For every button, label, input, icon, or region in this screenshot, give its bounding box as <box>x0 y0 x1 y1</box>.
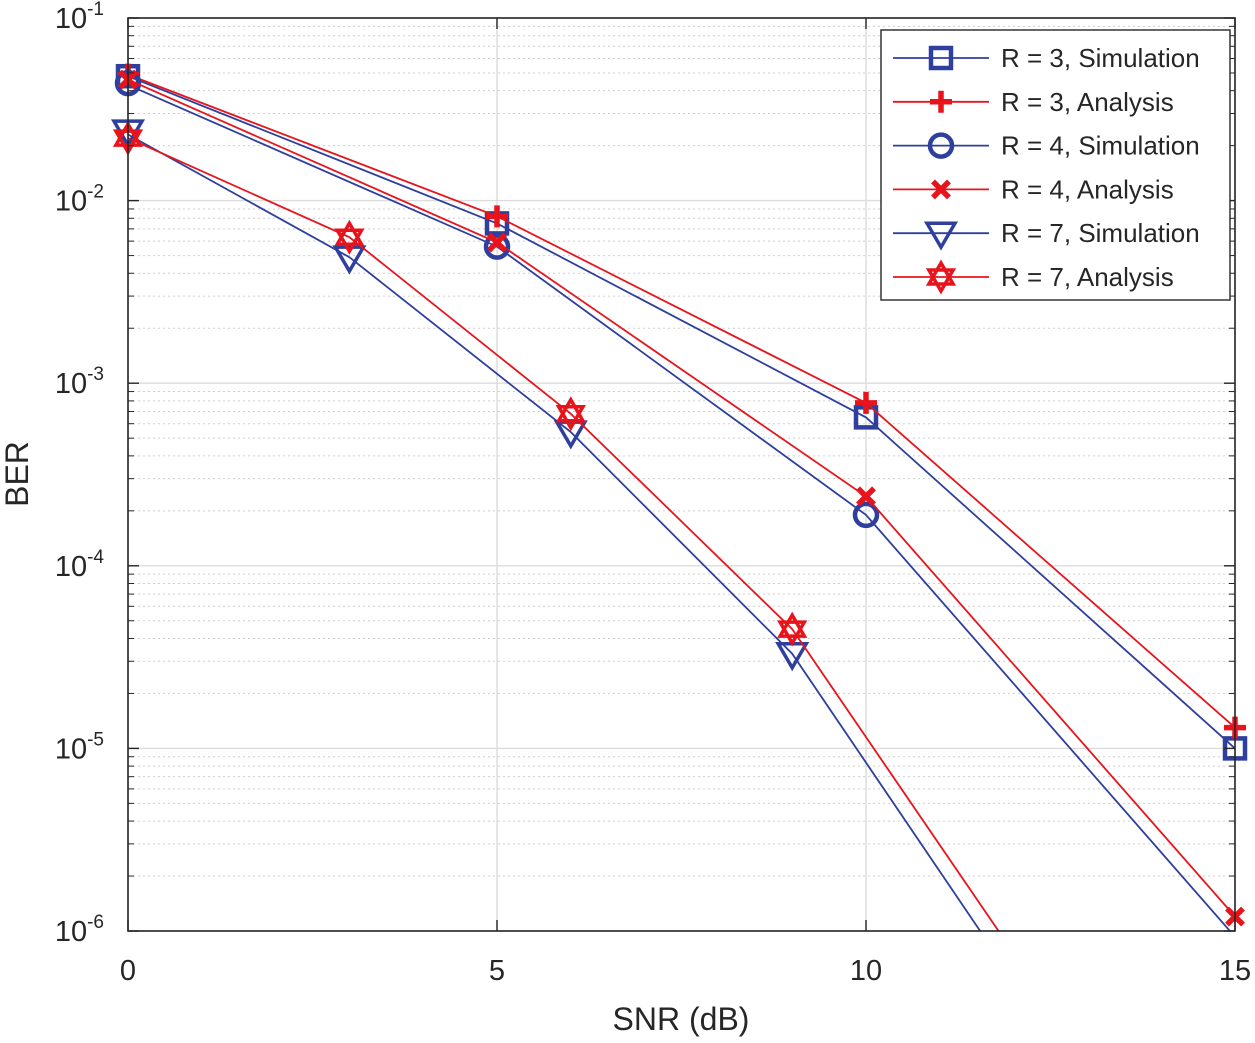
y-tick-label: 10-2 <box>55 182 104 218</box>
hexagram-down <box>555 405 586 432</box>
hexagram-down <box>777 620 808 647</box>
marker-x <box>487 232 507 253</box>
series-layer <box>110 63 1248 931</box>
legend-box <box>880 29 1231 301</box>
series-line <box>127 78 1236 918</box>
circle-marker <box>483 233 511 260</box>
y-tick-label: 10-1 <box>55 0 104 35</box>
legend-entry: R = 4, Analysis <box>893 174 1174 204</box>
circle-marker <box>852 501 880 529</box>
y-tick-label: 10-3 <box>55 364 104 400</box>
y-tick-label: 10-4 <box>55 547 105 583</box>
marker-hexagram <box>777 611 808 647</box>
legend-label: R = 4, Simulation <box>1001 131 1200 161</box>
circle-marker <box>927 132 955 159</box>
marker-hexagram <box>925 259 957 295</box>
series-line <box>127 73 1236 729</box>
marker-circle <box>852 501 880 529</box>
marker-triangle-down <box>332 245 367 275</box>
marker-circle <box>927 132 955 159</box>
legend: R = 3, Simulation R = 3, Analysis R = 4, S… <box>880 29 1231 301</box>
x-tick-label: 5 <box>489 955 505 987</box>
legend-entry: R = 4, Simulation <box>893 131 1200 161</box>
legend-label: R = 7, Simulation <box>1001 218 1200 248</box>
legend-label: R = 7, Analysis <box>1001 262 1174 292</box>
marker-x <box>931 179 951 200</box>
legend-entry: R = 7, Simulation <box>893 218 1200 251</box>
marker-circle <box>483 233 511 260</box>
hexagram-up <box>925 259 957 286</box>
x-marker <box>931 179 951 200</box>
legend-entry: R = 3, Simulation <box>893 43 1200 73</box>
triangle-marker <box>332 245 367 275</box>
marker-plus <box>930 90 952 113</box>
x-tick-label: 10 <box>850 955 882 987</box>
y-axis-title: BER <box>0 441 35 507</box>
series-line <box>127 133 982 931</box>
series-line <box>127 84 1232 931</box>
hexagram-up <box>555 396 586 423</box>
hexagram-up <box>334 219 365 246</box>
legend-label: R = 4, Analysis <box>1001 174 1174 204</box>
x-marker <box>487 232 507 253</box>
plus-marker <box>855 391 877 414</box>
plus-marker <box>930 90 952 113</box>
axis-ticks: 10-1 10-2 10-3 10-4 10-5 10-6 0 5 10 15 <box>55 0 1251 987</box>
marker-plus <box>486 205 508 228</box>
x-tick-label: 15 <box>1219 955 1251 987</box>
x-axis-title: SNR (dB) <box>613 1001 750 1037</box>
y-tick-label: 10-5 <box>55 729 104 765</box>
legend-entry: R = 3, Analysis <box>893 87 1174 117</box>
legend-label: R = 3, Analysis <box>1001 87 1174 117</box>
x-tick-label: 0 <box>120 955 136 987</box>
marker-hexagram <box>334 219 365 255</box>
hexagram-down <box>925 268 957 295</box>
plot-frame <box>127 17 1236 932</box>
hexagram-up <box>777 611 808 638</box>
marker-triangle-down <box>923 221 959 251</box>
triangle-marker <box>923 221 959 251</box>
y-tick-label: 10-6 <box>55 912 104 948</box>
legend-entry: R = 7, Analysis <box>893 259 1174 295</box>
marker-x <box>856 486 876 507</box>
legend-label: R = 3, Simulation <box>1001 43 1200 73</box>
series-line <box>127 75 1236 750</box>
series-6 <box>112 120 1000 931</box>
plus-marker <box>486 205 508 228</box>
hexagram-down <box>334 228 365 255</box>
square-marker <box>928 45 954 71</box>
marker-plus <box>855 391 877 414</box>
x-marker <box>856 486 876 507</box>
marker-square <box>928 45 954 71</box>
marker-hexagram <box>555 396 586 432</box>
series-line <box>127 137 1000 931</box>
